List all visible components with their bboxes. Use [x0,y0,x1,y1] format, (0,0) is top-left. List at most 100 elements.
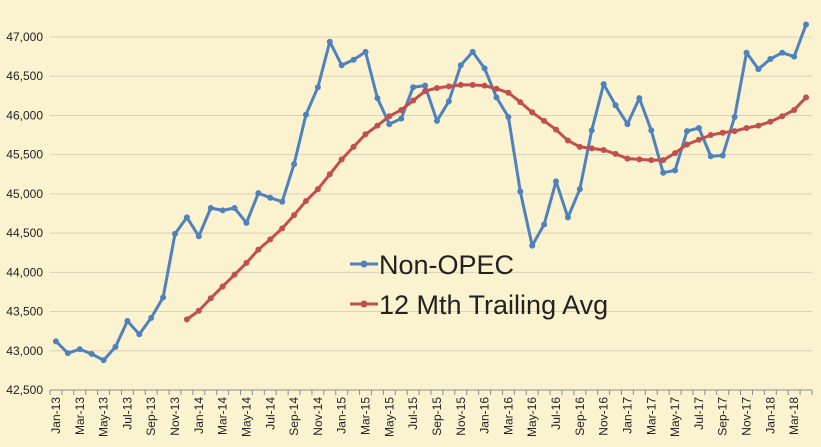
data-point [636,156,643,163]
data-point [767,55,774,62]
data-point [803,94,810,101]
data-point [445,98,452,105]
legend-label: 12 Mth Trailing Avg [379,290,608,320]
y-tick-label: 43,000 [6,344,43,358]
x-tick-label: Jan-16 [478,397,492,434]
data-point [267,236,274,243]
data-point [386,113,393,120]
data-point [553,126,560,133]
data-point [767,118,774,125]
data-point [695,124,702,131]
data-point [124,317,131,324]
data-point [243,219,250,226]
series-line [54,23,808,362]
data-point [660,157,667,164]
data-point [326,38,333,45]
x-tick-label: Jul-17 [692,397,706,430]
data-point [231,205,238,212]
data-point [707,132,714,139]
data-point [672,167,679,174]
data-point [362,131,369,138]
data-point [374,95,381,102]
data-point [600,81,607,88]
data-point [683,141,690,148]
data-point [338,62,345,69]
x-tick-label: Jan-13 [49,397,63,434]
data-point [719,129,726,136]
data-point [731,114,738,121]
y-tick-label: 45,500 [6,148,43,162]
data-point [588,127,595,134]
data-point [350,56,357,63]
data-point [160,294,167,301]
data-point [493,85,500,92]
x-tick-label: Jul-13 [120,397,134,430]
data-point [755,66,762,73]
data-point [517,99,524,106]
x-tick-label: Sep-15 [430,397,444,436]
x-tick-label: Mar-16 [501,397,515,435]
x-tick-label: Jan-17 [620,397,634,434]
data-point [338,156,345,163]
data-point [660,169,667,176]
x-tick-label: Sep-16 [573,397,587,436]
data-point [505,114,512,121]
data-point [541,221,548,228]
data-point [672,150,679,157]
data-point [231,271,238,278]
data-point [648,157,655,164]
data-point [183,316,190,323]
data-point [529,109,536,116]
x-tick-label: Sep-14 [287,397,301,436]
data-point [314,84,321,91]
data-point [779,49,786,56]
data-point [76,346,83,353]
x-tick-label: Jan-14 [192,397,206,434]
data-point [707,153,714,160]
data-point [481,82,488,89]
data-point [779,113,786,120]
data-point [648,127,655,134]
data-point [553,178,560,185]
data-point [529,242,536,249]
data-point [719,152,726,159]
x-tick-label: May-16 [525,397,539,437]
data-point [279,198,286,205]
y-tick-label: 46,000 [6,108,43,122]
x-tick-label: Jul-16 [549,397,563,430]
y-tick-label: 44,500 [6,226,43,240]
data-point [314,186,321,193]
legend-label: Non-OPEC [379,250,514,280]
data-point [469,48,476,55]
data-point [267,194,274,201]
data-point [743,124,750,131]
x-tick-label: Mar-15 [359,397,373,435]
data-point [350,143,357,150]
legend-marker [360,260,368,268]
x-tick-label: Mar-13 [73,397,87,435]
data-point [279,225,286,232]
data-point [624,121,631,128]
data-point [695,136,702,143]
legend-marker [360,300,368,308]
x-tick-label: Nov-14 [311,397,325,436]
x-tick-label: Mar-14 [216,397,230,435]
data-point [791,106,798,113]
data-point [493,94,500,101]
data-point [410,97,417,104]
x-tick-label: Nov-17 [740,397,754,436]
data-point [398,106,405,113]
data-point [481,65,488,72]
data-point [291,161,298,168]
data-point [564,137,571,144]
data-point [469,81,476,88]
data-point [588,145,595,152]
data-point [207,295,214,302]
x-tick-label: May-13 [97,397,111,437]
data-point [386,121,393,128]
data-point [803,21,810,28]
data-point [576,143,583,150]
x-tick-label: Sep-13 [144,397,158,436]
data-point [148,314,155,321]
data-point [112,343,119,350]
